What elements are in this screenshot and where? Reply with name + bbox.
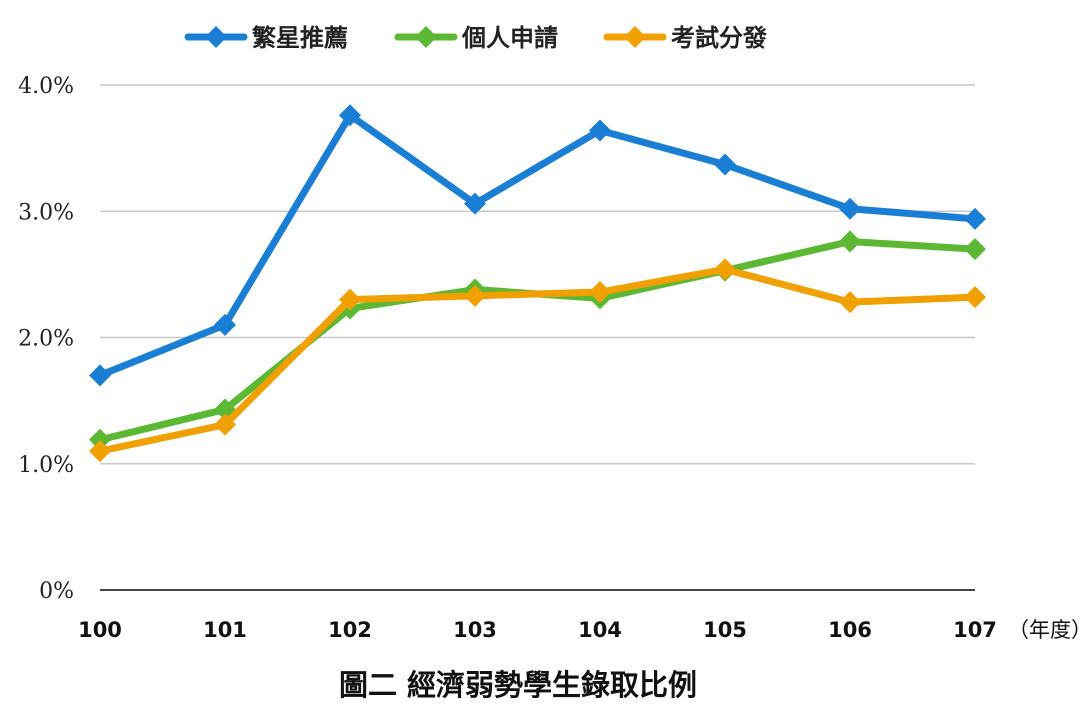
data-point <box>714 153 736 176</box>
x-tick-label: 100 <box>78 618 122 642</box>
series-line <box>96 265 979 455</box>
legend-label: 考試分發 <box>671 24 767 52</box>
series-3 <box>89 258 986 463</box>
data-point <box>839 230 861 253</box>
x-tick-label: 106 <box>828 618 872 642</box>
data-point <box>964 207 986 230</box>
y-tick-label: 1.0% <box>18 453 74 478</box>
x-tick-label: 102 <box>328 618 372 642</box>
legend-swatch-marker <box>205 26 227 48</box>
legend-item: 繁星推薦 <box>184 24 348 52</box>
data-point <box>89 428 111 451</box>
data-point <box>839 291 861 314</box>
legend-item: 考試分發 <box>603 24 767 52</box>
data-point <box>964 238 986 261</box>
chart-caption: 圖二 經濟弱勢學生錄取比例 <box>339 668 697 702</box>
data-point <box>589 281 611 304</box>
legend-label: 繁星推薦 <box>252 24 348 52</box>
legend-swatch-marker <box>624 26 646 48</box>
x-tick-label: 105 <box>703 618 747 642</box>
data-point <box>839 197 861 220</box>
data-point <box>464 284 486 307</box>
series-1 <box>89 104 986 387</box>
y-tick-label: 3.0% <box>18 200 74 225</box>
gridlines <box>100 84 975 591</box>
y-tick-label: 2.0% <box>18 327 74 352</box>
legend-swatch-marker <box>415 26 437 48</box>
series-lines <box>89 104 986 463</box>
x-tick-label: 103 <box>453 618 497 642</box>
legend-label: 個人申請 <box>461 24 558 52</box>
data-point <box>964 286 986 309</box>
y-tick-label: 0% <box>39 579 74 604</box>
x-axis-ticks: 100 101 102 103 104 105 106 107 <box>78 618 997 642</box>
data-point <box>714 258 736 281</box>
data-point <box>339 104 361 127</box>
data-point <box>89 364 111 387</box>
legend-item: 個人申請 <box>394 24 558 52</box>
x-tick-label: 104 <box>578 618 622 642</box>
x-axis-unit-label: （年度） <box>1008 618 1080 642</box>
data-point <box>214 413 236 436</box>
x-tick-label: 107 <box>953 618 997 642</box>
y-tick-label: 4.0% <box>18 74 74 99</box>
data-point <box>89 440 111 463</box>
y-axis-ticks: 0% 1.0% 2.0% 3.0% 4.0% <box>18 74 74 604</box>
data-point <box>589 119 611 142</box>
data-point <box>464 192 486 215</box>
data-point <box>214 313 236 336</box>
legend: 繁星推薦 個人申請 考試分發 <box>184 24 767 52</box>
x-tick-label: 101 <box>203 618 247 642</box>
series-line <box>96 111 979 379</box>
data-point <box>339 288 361 311</box>
